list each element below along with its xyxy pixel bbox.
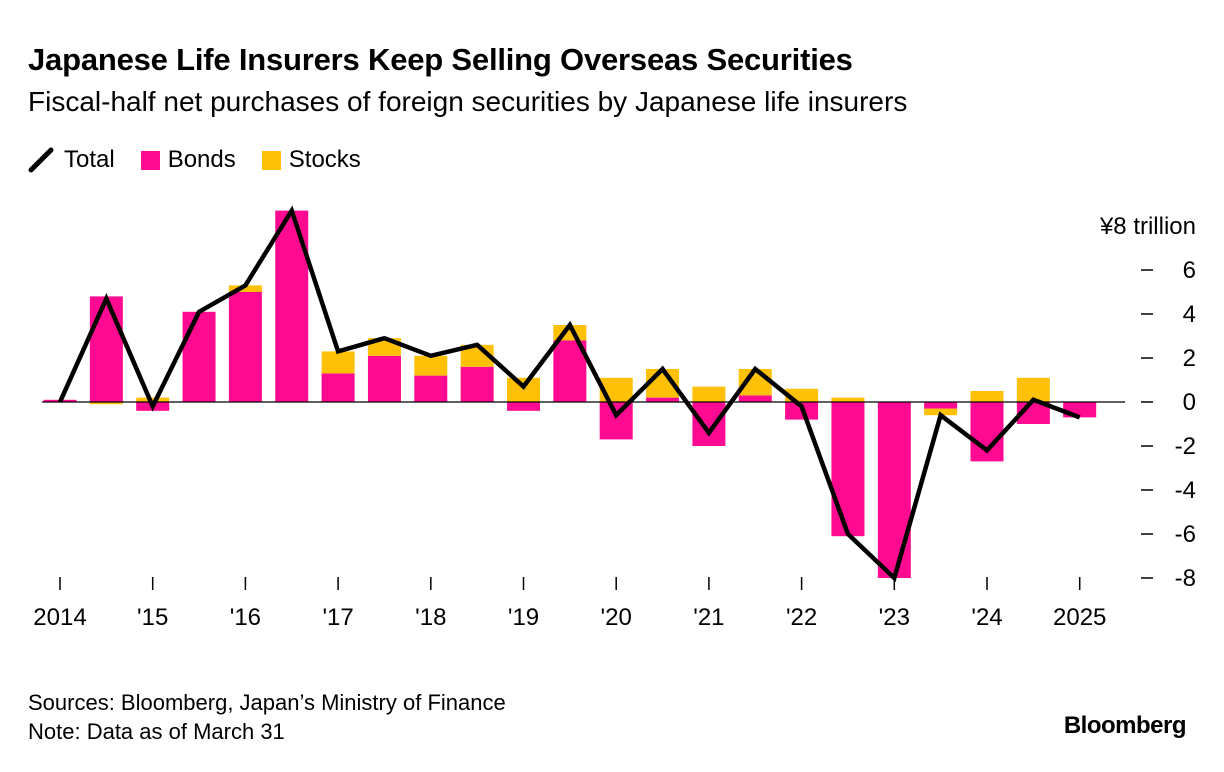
bonds-bar-19 xyxy=(924,402,958,409)
x-tick-label-10: '19 xyxy=(508,604,539,631)
bonds-bar-8 xyxy=(414,375,448,402)
bonds-bar-7 xyxy=(367,355,401,402)
stocks-bar-6 xyxy=(321,351,355,374)
legend-item-total: Total xyxy=(28,146,115,174)
stocks-bar-8 xyxy=(414,355,448,376)
legend-item-stocks: Stocks xyxy=(261,146,361,174)
legend-label-bonds: Bonds xyxy=(167,146,236,173)
total-line-icon xyxy=(28,147,54,173)
bloomberg-logo: Bloomberg xyxy=(1063,712,1187,739)
bonds-bar-9 xyxy=(460,366,494,402)
bonds-bar-3 xyxy=(182,311,216,402)
y-tick-label-0: 0 xyxy=(1183,389,1196,416)
bonds-bar-17 xyxy=(831,402,865,537)
x-tick-label-20: '24 xyxy=(971,604,1002,631)
x-tick-label-2: '15 xyxy=(137,604,168,631)
footer: Sources: Bloomberg, Japan’s Ministry of … xyxy=(28,688,506,746)
stocks-bar-17 xyxy=(831,397,865,402)
x-tick-label-8: '18 xyxy=(415,604,446,631)
x-tick-label-22: 2025 xyxy=(1053,604,1106,631)
y-tick-label-2: 2 xyxy=(1183,345,1196,372)
y-tick-label--2: -2 xyxy=(1175,433,1196,460)
y-tick-label--8: -8 xyxy=(1175,565,1196,592)
chart-plot: ¥8 trillion 6 4 2 0 -2 -4 -6 -8 2014 '15 '16 '17 '18 '… xyxy=(33,205,1196,631)
sources-text: Sources: Bloomberg, Japan’s Ministry of … xyxy=(28,690,506,715)
x-tick-label-12: '20 xyxy=(601,604,632,631)
x-tick-label-14: '21 xyxy=(693,604,724,631)
bonds-swatch-icon xyxy=(140,150,160,170)
x-tick-label-6: '17 xyxy=(322,604,353,631)
bonds-bar-18 xyxy=(877,402,911,578)
y-tick-label-4: 4 xyxy=(1183,301,1196,328)
bonds-bar-14 xyxy=(692,402,726,446)
legend-label-total: Total xyxy=(64,146,115,173)
stocks-bar-2 xyxy=(136,397,170,402)
y-tick-label-6: 6 xyxy=(1183,257,1196,284)
chart-subtitle: Fiscal-half net purchases of foreign sec… xyxy=(28,86,908,117)
y-axis-unit-label: ¥8 trillion xyxy=(1099,213,1196,240)
stocks-bar-10 xyxy=(507,377,540,402)
bonds-bar-13 xyxy=(646,397,680,402)
bonds-bar-15 xyxy=(738,395,772,402)
legend-label-stocks: Stocks xyxy=(288,146,361,173)
bonds-bar-1 xyxy=(89,296,123,402)
x-tick-label-18: '23 xyxy=(879,604,910,631)
legend: Total Bonds Stocks xyxy=(28,146,387,174)
bonds-bar-10 xyxy=(507,402,540,411)
stocks-bar-20 xyxy=(970,391,1004,402)
stocks-bar-14 xyxy=(692,386,726,402)
y-tick-label--4: -4 xyxy=(1175,477,1196,504)
legend-item-bonds: Bonds xyxy=(140,146,236,174)
bonds-bar-4 xyxy=(228,292,262,402)
chart-title: Japanese Life Insurers Keep Selling Over… xyxy=(28,42,853,77)
note-text: Note: Data as of March 31 xyxy=(28,719,285,744)
bonds-bar-12 xyxy=(599,402,633,440)
stocks-bar-4 xyxy=(228,285,262,292)
stocks-bar-1 xyxy=(89,402,123,405)
stocks-bar-19 xyxy=(924,408,958,416)
stocks-swatch-icon xyxy=(261,150,281,170)
bonds-bar-6 xyxy=(321,373,355,402)
x-tick-label-16: '22 xyxy=(786,604,817,631)
y-tick-label--6: -6 xyxy=(1175,521,1196,548)
total-line xyxy=(57,205,1081,583)
x-tick-label-4: '16 xyxy=(230,604,261,631)
x-tick-label-0: 2014 xyxy=(33,604,86,631)
